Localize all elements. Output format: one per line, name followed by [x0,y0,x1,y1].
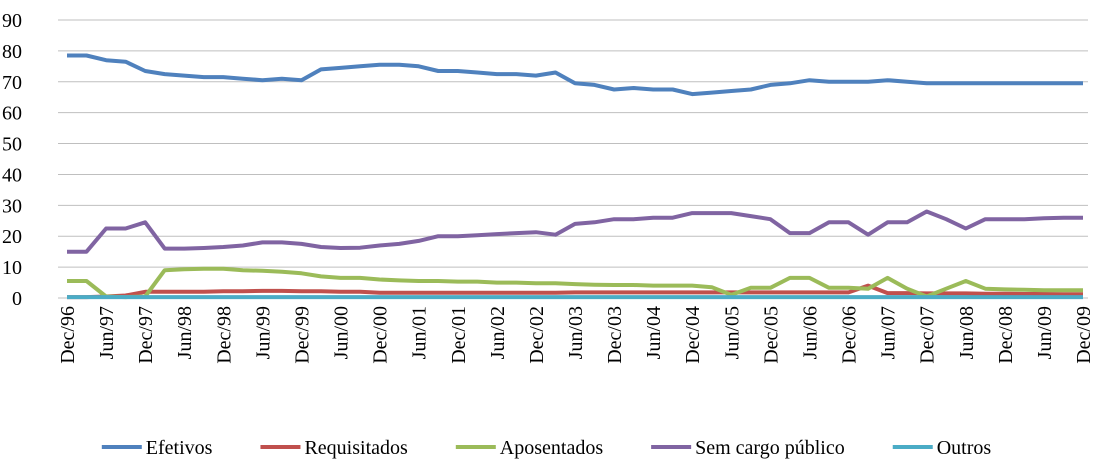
x-tick-label: Dec/99 [291,306,313,364]
x-tick-label: Dec/96 [57,306,79,364]
x-tick-label: Dec/98 [213,306,235,364]
y-tick-label: 0 [12,288,22,310]
x-tick-label: Dec/07 [917,306,939,364]
x-tick-label: Jun/03 [565,306,587,359]
series-line [67,266,1083,300]
legend-label: Aposentados [500,437,604,459]
legend-label: Sem cargo público [695,437,845,459]
x-tick-label: Dec/08 [995,306,1017,364]
x-tick-label: Dec/03 [604,306,626,364]
x-tick-label: Jun/98 [174,306,196,359]
y-tick-label: 60 [2,103,22,125]
x-tick-label: Jun/99 [252,306,274,359]
x-tick-label: Jun/05 [721,306,743,359]
y-tick-label: 90 [2,10,22,32]
legend-label: Requisitados [304,437,408,459]
x-tick-label: Dec/97 [135,306,157,364]
x-tick-label: Jun/04 [643,306,665,359]
legend-label: Outros [937,437,992,459]
x-tick-label: Dec/05 [760,306,782,364]
x-tick-label: Dec/04 [682,306,704,364]
x-tick-label: Dec/00 [370,306,392,364]
x-tick-label: Jun/06 [799,306,821,359]
x-tick-label: Jun/00 [331,306,353,359]
y-tick-label: 40 [2,164,22,186]
x-tick-label: Dec/02 [526,306,548,364]
x-tick-label: Jun/97 [96,306,118,359]
x-tick-label: Jun/09 [1034,306,1056,359]
x-tick-label: Jun/07 [878,306,900,359]
x-tick-label: Jun/01 [409,306,431,359]
x-tick-label: Dec/01 [448,306,470,364]
x-tick-label: Dec/06 [839,306,861,364]
x-tick-label: Dec/09 [1073,306,1093,364]
y-tick-label: 30 [2,195,22,217]
y-tick-label: 10 [2,257,22,279]
x-tick-label: Jun/02 [487,306,509,359]
y-tick-label: 20 [2,226,22,248]
y-tick-label: 80 [2,41,22,63]
x-tick-label: Jun/08 [956,306,978,359]
y-tick-label: 70 [2,72,22,94]
legend-label: Efetivos [146,437,213,459]
series-line [67,53,1083,97]
series-line [67,209,1083,254]
y-tick-label: 50 [2,134,22,156]
